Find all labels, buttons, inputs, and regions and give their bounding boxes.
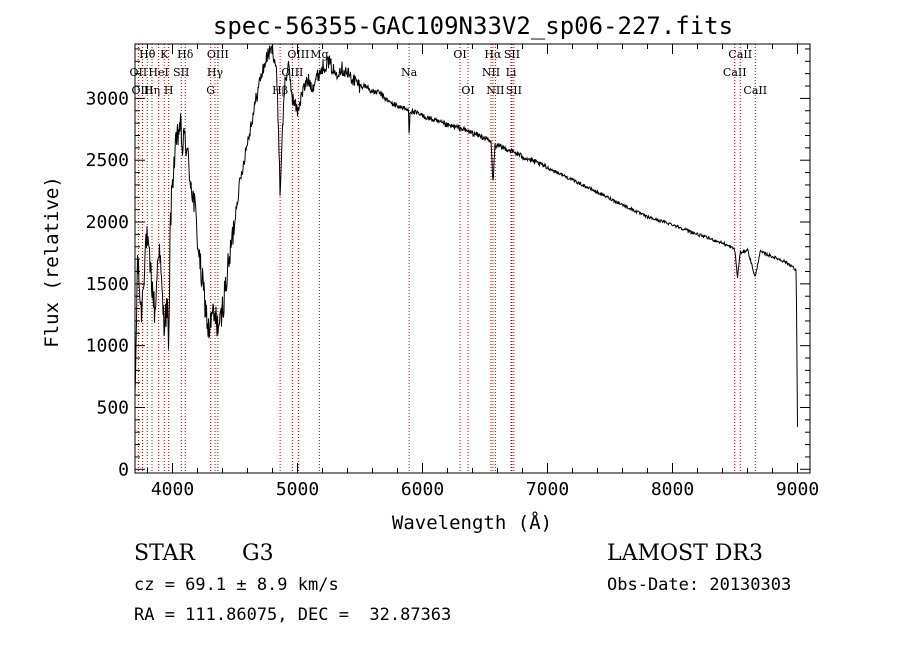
line-marker-label: Hδ — [177, 48, 194, 61]
line-marker-label: Hα — [484, 48, 502, 61]
line-marker-label: SII — [504, 48, 520, 61]
x-tick-label: 4000 — [151, 479, 194, 500]
line-marker-label: CaII — [723, 66, 747, 79]
redshift-cz: cz = 69.1 ± 8.9 km/s — [134, 575, 339, 595]
x-axis-label: Wavelength (Å) — [392, 511, 552, 534]
x-tick-label: 5000 — [276, 479, 319, 500]
x-tick-label: 7000 — [526, 479, 569, 500]
x-axis-ticks: 4000 5000 6000 7000 8000 9000 — [147, 44, 819, 500]
line-marker-label: NII — [482, 66, 500, 79]
line-marker-label: K — [160, 48, 169, 61]
line-marker-label: Mg — [310, 48, 328, 61]
y-tick-label: 0 — [118, 459, 129, 480]
line-marker-label: SII — [173, 66, 189, 79]
line-marker-label: NII — [486, 84, 504, 97]
sky-coordinates: RA = 111.86075, DEC = 32.87363 — [134, 605, 451, 625]
chart-title: spec-56355-GAC109N33V2_sp06-227.fits — [213, 12, 733, 40]
line-marker-label: Hγ — [207, 66, 224, 79]
y-tick-label: 500 — [96, 397, 129, 418]
line-marker-label: HeI — [148, 66, 168, 79]
y-axis-ticks: 0 500 1000 1500 2000 2500 3000 — [86, 48, 810, 480]
line-marker-label: Hθ — [139, 48, 156, 61]
spectrum-line — [134, 43, 798, 427]
line-marker-label: Na — [401, 66, 418, 79]
y-tick-label: 1000 — [86, 336, 129, 357]
emission-line-markers — [137, 44, 756, 473]
y-tick-label: 2500 — [86, 150, 129, 171]
object-class: STAR — [134, 541, 196, 566]
x-tick-label: 6000 — [401, 479, 444, 500]
line-marker-label: OIII — [287, 48, 309, 61]
line-marker-label: OIII — [207, 48, 229, 61]
observation-date: Obs-Date: 20130303 — [607, 575, 791, 595]
line-marker-label: G — [206, 84, 215, 97]
x-tick-label: 8000 — [651, 479, 694, 500]
object-subclass: G3 — [242, 541, 274, 566]
survey-name: LAMOST DR3 — [607, 541, 763, 566]
line-marker-label: Hβ — [272, 84, 288, 97]
line-marker-label: SII — [506, 84, 522, 97]
line-marker-label: Li — [506, 66, 517, 79]
line-marker-label: OI — [461, 84, 474, 97]
y-tick-label: 1500 — [86, 274, 129, 295]
line-marker-label: H — [164, 84, 174, 97]
y-tick-label: 2000 — [86, 212, 129, 233]
y-tick-label: 3000 — [86, 88, 129, 109]
line-marker-label: OII — [130, 66, 148, 79]
x-tick-label: 9000 — [776, 479, 819, 500]
y-axis-label: Flux (relative) — [41, 176, 63, 348]
line-marker-label: OIII — [131, 84, 153, 97]
line-marker-label: CaII — [728, 48, 752, 61]
line-marker-label: CaII — [743, 84, 767, 97]
line-marker-label: Hη — [144, 84, 160, 97]
line-marker-label: OI — [453, 48, 466, 61]
